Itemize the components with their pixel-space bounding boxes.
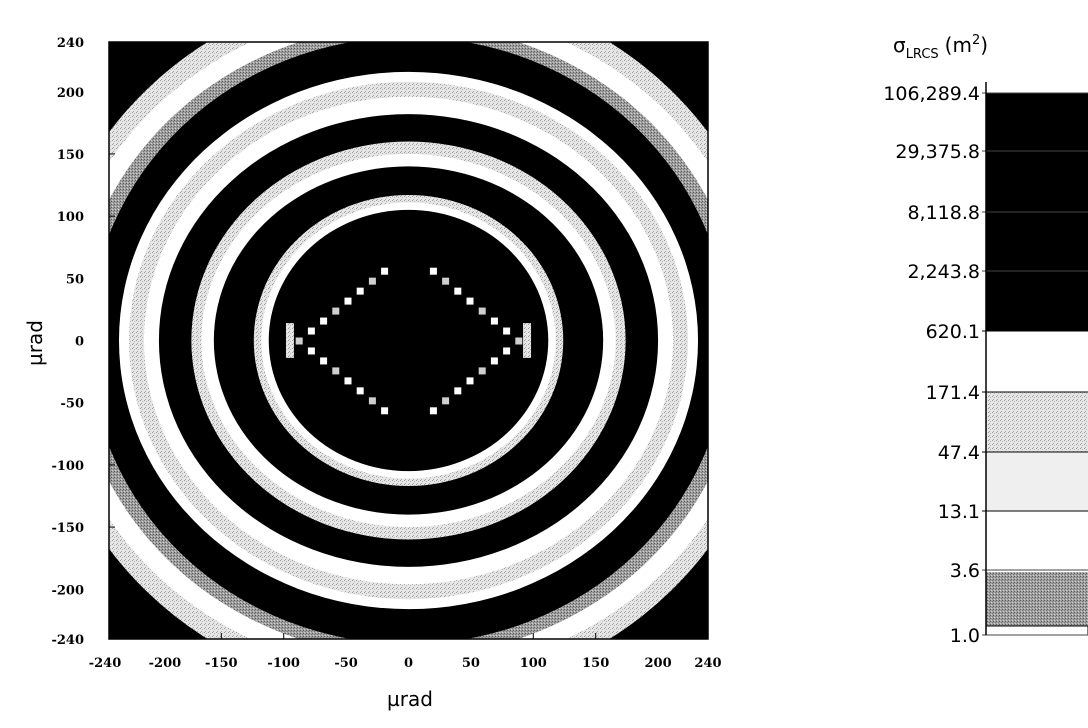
diamond-dot: [442, 397, 450, 405]
diamond-dot: [478, 307, 486, 315]
diamond-dot: [503, 327, 511, 335]
diamond-side-0: [285, 323, 294, 358]
colorbar-title-unit-sup: 2: [972, 33, 980, 48]
colorbar-band-5: [986, 392, 1088, 452]
colorbar-band-bottom: [985, 625, 1088, 636]
y-axis: 240 200 150 100 50 0 -50 -100 -150 -200 -240: [51, 36, 115, 648]
y-axis-title: µrad: [23, 320, 47, 366]
colorbar-label: 8,118.8: [907, 202, 980, 224]
x-tick-label: -150: [205, 656, 238, 671]
diamond-dot: [307, 327, 315, 335]
colorbar-label: 620.1: [926, 321, 980, 343]
colorbar-band-3: [986, 271, 1088, 331]
colorbar-title-subscript: LRCS: [906, 47, 939, 62]
colorbar-band-0: [986, 93, 1088, 151]
diamond-dot: [368, 397, 376, 405]
y-tick-label: 240: [57, 36, 84, 51]
y-tick-label: 200: [57, 86, 84, 101]
diamond-side-1: [523, 323, 532, 358]
diamond-dot: [381, 267, 389, 275]
diamond-dot: [295, 337, 303, 345]
diamond-dot: [320, 317, 328, 325]
x-tick-label: -200: [149, 656, 182, 671]
x-tick-label: -50: [334, 656, 358, 671]
diamond-dot: [478, 367, 486, 375]
colorbar-band-1: [986, 151, 1088, 212]
diamond-dot: [503, 347, 511, 355]
x-tick-label: -100: [267, 656, 300, 671]
y-tick-label: -200: [51, 583, 84, 598]
y-tick-label: 100: [57, 210, 84, 225]
y-tick-label: 0: [75, 335, 84, 350]
diamond-dot: [454, 387, 462, 395]
colorbar-label: 106,289.4: [883, 83, 980, 105]
heatmap-diamond-dots: [285, 267, 532, 415]
diamond-dot: [344, 297, 352, 305]
x-tick-label: 240: [694, 656, 721, 671]
diamond-dot: [320, 357, 328, 365]
colorbar-title-unit-open: (m: [945, 33, 972, 57]
colorbar-band-6: [986, 452, 1088, 511]
colorbar-bands: [982, 82, 1088, 636]
colorbar-title: σLRCS (m2): [893, 33, 988, 62]
colorbar-label: 47.4: [938, 442, 980, 464]
colorbar-band-4: [986, 331, 1088, 392]
x-axis: -240 -200 -150 -100 -50 0 50 100 150 200 240: [89, 633, 722, 671]
diamond-dot: [344, 377, 352, 385]
diamond-dot: [332, 367, 340, 375]
diamond-dot: [356, 287, 364, 295]
diamond-dot: [442, 277, 450, 285]
x-tick-label: -240: [89, 656, 122, 671]
colorbar-band-7: [986, 511, 1088, 570]
x-axis-title: µrad: [387, 687, 433, 711]
diamond-dot: [454, 287, 462, 295]
diamond-dot: [515, 337, 523, 345]
diamond-dot: [307, 347, 315, 355]
diamond-dot: [466, 377, 474, 385]
y-tick-label: -240: [51, 633, 84, 648]
colorbar-label: 3.6: [950, 560, 980, 582]
colorbar-label: 171.4: [926, 382, 980, 404]
colorbar-band-2: [986, 212, 1088, 271]
x-tick-label: 150: [582, 656, 609, 671]
diamond-dot: [429, 267, 437, 275]
colorbar-label: 1.0: [950, 625, 980, 647]
colorbar-band-8: [986, 572, 1088, 626]
diamond-dot: [490, 317, 498, 325]
y-tick-label: 150: [57, 148, 84, 163]
colorbar-label: 2,243.8: [907, 261, 980, 283]
colorbar: σLRCS (m2) 106,289.4 29,375.8 8,118.8 2,243.…: [883, 33, 1088, 647]
heatmap-ring-14: [268, 209, 549, 472]
diamond-dot: [332, 307, 340, 315]
x-tick-label: 0: [404, 656, 413, 671]
heatmap-rings: [109, 42, 708, 639]
diamond-dot: [490, 357, 498, 365]
x-tick-label: 50: [462, 656, 480, 671]
diamond-dot: [368, 277, 376, 285]
y-tick-label: -150: [51, 521, 84, 536]
heatmap: [109, 42, 708, 639]
y-tick-label: 50: [66, 272, 84, 287]
colorbar-labels: 106,289.4 29,375.8 8,118.8 2,243.8 620.1 171.…: [883, 83, 980, 647]
y-tick-label: -100: [51, 459, 84, 474]
x-tick-label: 200: [645, 656, 672, 671]
colorbar-label: 29,375.8: [895, 141, 980, 163]
diamond-dot: [466, 297, 474, 305]
diamond-dot: [429, 407, 437, 415]
diamond-dot: [381, 407, 389, 415]
colorbar-label: 13.1: [938, 501, 980, 523]
colorbar-title-unit-close: ): [980, 33, 988, 57]
diamond-dot: [356, 387, 364, 395]
colorbar-title-sigma: σ: [893, 33, 906, 57]
y-tick-label: -50: [61, 397, 85, 412]
x-tick-label: 100: [520, 656, 547, 671]
